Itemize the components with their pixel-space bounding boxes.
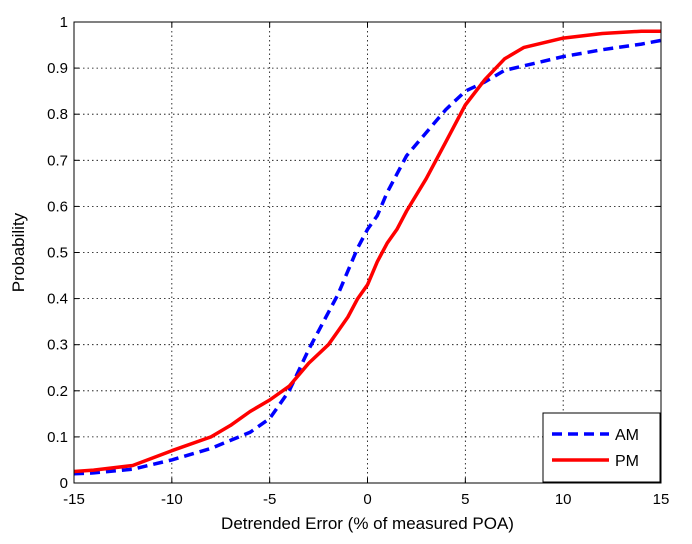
series-lines <box>73 29 662 476</box>
legend: AM PM <box>542 412 661 483</box>
x-tick-label: -10 <box>161 491 183 508</box>
y-tick-label: 0 <box>60 475 68 492</box>
x-tick-label: 5 <box>461 491 469 508</box>
y-tick-label: 1 <box>60 14 68 31</box>
x-axis-label: Detrended Error (% of measured POA) <box>221 514 514 533</box>
x-tick-label: 10 <box>555 491 572 508</box>
y-axis-label: Probability <box>9 212 28 292</box>
y-tick-label: 0.7 <box>47 152 68 169</box>
y-tick-label: 0.6 <box>47 198 68 215</box>
x-tick-label: -5 <box>263 491 276 508</box>
x-tick-label: -15 <box>63 491 85 508</box>
y-tick-label: 0.1 <box>47 429 68 446</box>
legend-box <box>542 412 661 483</box>
series-line-pm <box>73 29 661 474</box>
grid <box>74 22 661 483</box>
x-tick-label: 15 <box>653 491 670 508</box>
series-line-am <box>73 38 662 476</box>
x-tick-label: 0 <box>363 491 371 508</box>
axis-ticks: -15 -10 -5 0 5 10 15 0 0.1 0.2 0.3 0.4 0.5 0.6 0.7 0.8 0… <box>47 14 669 508</box>
y-tick-label: 0.4 <box>47 291 68 308</box>
legend-label-am: AM <box>615 427 639 444</box>
y-tick-label: 0.5 <box>47 245 68 262</box>
legend-label-pm: PM <box>615 453 639 470</box>
y-tick-label: 0.8 <box>47 106 68 123</box>
y-tick-label: 0.2 <box>47 383 68 400</box>
y-tick-label: 0.3 <box>47 337 68 354</box>
y-tick-label: 0.9 <box>47 60 68 77</box>
